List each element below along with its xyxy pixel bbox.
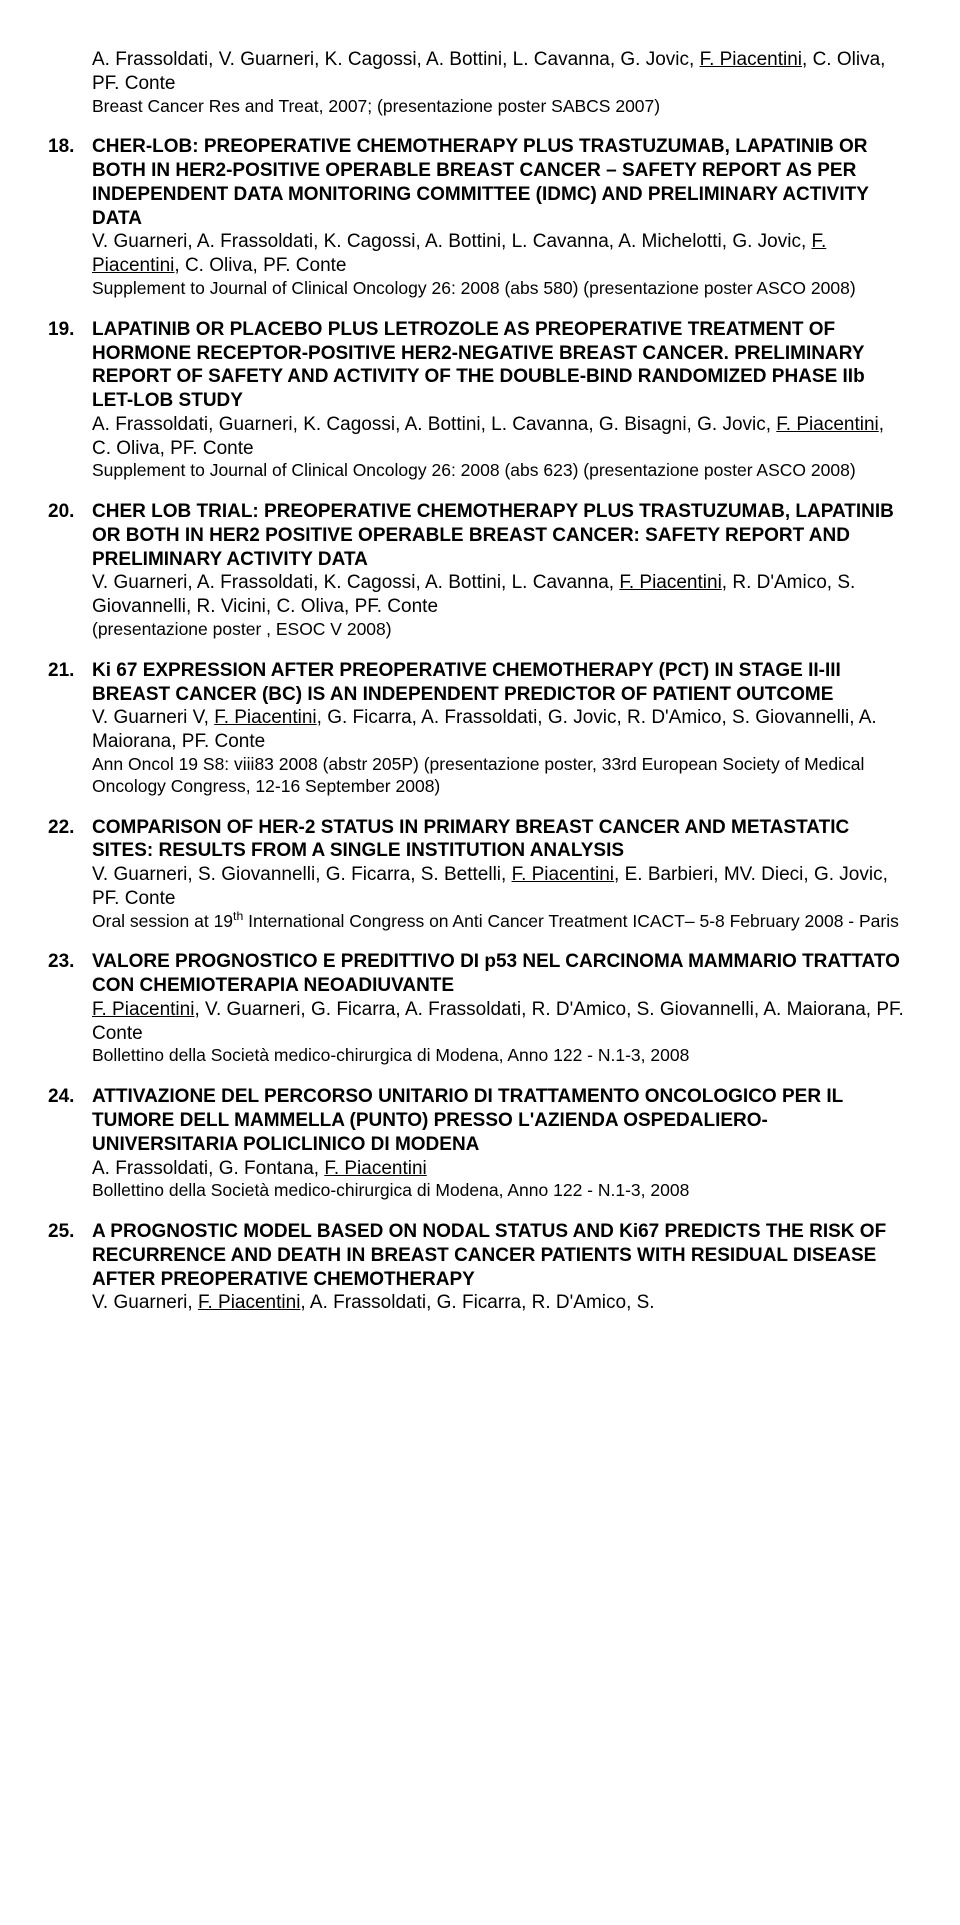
entry-header-row: 20.CHER LOB TRIAL: PREOPERATIVE CHEMOTHE… — [48, 500, 906, 571]
entry-title: LAPATINIB OR PLACEBO PLUS LETROZOLE AS P… — [92, 318, 906, 413]
publication-entry: 24.ATTIVAZIONE DEL PERCORSO UNITARIO DI … — [48, 1085, 906, 1202]
entry-title: VALORE PROGNOSTICO E PREDITTIVO DI p53 N… — [92, 950, 906, 998]
entry-content: A PROGNOSTIC MODEL BASED ON NODAL STATUS… — [92, 1220, 906, 1291]
entry-title: A PROGNOSTIC MODEL BASED ON NODAL STATUS… — [92, 1220, 906, 1291]
entry-note: Supplement to Journal of Clinical Oncolo… — [92, 278, 906, 300]
entry-content: ATTIVAZIONE DEL PERCORSO UNITARIO DI TRA… — [92, 1085, 906, 1156]
publication-entry: 22.COMPARISON OF HER-2 STATUS IN PRIMARY… — [48, 816, 906, 933]
entry-number: 19. — [48, 318, 92, 342]
entry-authors: A. Frassoldati, G. Fontana, F. Piacentin… — [92, 1157, 906, 1181]
intro-entry: A. Frassoldati, V. Guarneri, K. Cagossi,… — [48, 48, 906, 117]
entry-header-row: 21.Ki 67 EXPRESSION AFTER PREOPERATIVE C… — [48, 659, 906, 707]
entry-number: 24. — [48, 1085, 92, 1109]
entry-content: VALORE PROGNOSTICO E PREDITTIVO DI p53 N… — [92, 950, 906, 998]
entry-authors: V. Guarneri, S. Giovannelli, G. Ficarra,… — [92, 863, 906, 911]
entry-number: 18. — [48, 135, 92, 159]
entry-note: Bollettino della Società medico-chirurgi… — [92, 1180, 906, 1202]
entry-authors: V. Guarneri, F. Piacentini, A. Frassolda… — [92, 1291, 906, 1315]
entry-title: ATTIVAZIONE DEL PERCORSO UNITARIO DI TRA… — [92, 1085, 906, 1156]
entry-content: CHER LOB TRIAL: PREOPERATIVE CHEMOTHERAP… — [92, 500, 906, 571]
entry-authors: F. Piacentini, V. Guarneri, G. Ficarra, … — [92, 998, 906, 1046]
entry-title: CHER LOB TRIAL: PREOPERATIVE CHEMOTHERAP… — [92, 500, 906, 571]
entry-authors: V. Guarneri, A. Frassoldati, K. Cagossi,… — [92, 571, 906, 619]
entry-header-row: 18.CHER-LOB: PREOPERATIVE CHEMOTHERAPY P… — [48, 135, 906, 230]
entry-authors: V. Guarneri V, F. Piacentini, G. Ficarra… — [92, 706, 906, 754]
entry-title: CHER-LOB: PREOPERATIVE CHEMOTHERAPY PLUS… — [92, 135, 906, 230]
publication-list: 18.CHER-LOB: PREOPERATIVE CHEMOTHERAPY P… — [48, 135, 906, 1315]
entry-header-row: 19.LAPATINIB OR PLACEBO PLUS LETROZOLE A… — [48, 318, 906, 413]
entry-note: Ann Oncol 19 S8: viii83 2008 (abstr 205P… — [92, 754, 906, 798]
entry-note: Oral session at 19th International Congr… — [92, 911, 906, 933]
entry-authors: A. Frassoldati, Guarneri, K. Cagossi, A.… — [92, 413, 906, 461]
entry-title: COMPARISON OF HER-2 STATUS IN PRIMARY BR… — [92, 816, 906, 864]
entry-content: CHER-LOB: PREOPERATIVE CHEMOTHERAPY PLUS… — [92, 135, 906, 230]
entry-note: (presentazione poster , ESOC V 2008) — [92, 619, 906, 641]
entry-content: Ki 67 EXPRESSION AFTER PREOPERATIVE CHEM… — [92, 659, 906, 707]
entry-header-row: 24.ATTIVAZIONE DEL PERCORSO UNITARIO DI … — [48, 1085, 906, 1156]
publication-entry: 23.VALORE PROGNOSTICO E PREDITTIVO DI p5… — [48, 950, 906, 1067]
entry-note: Supplement to Journal of Clinical Oncolo… — [92, 460, 906, 482]
entry-number: 23. — [48, 950, 92, 974]
publication-entry: 25.A PROGNOSTIC MODEL BASED ON NODAL STA… — [48, 1220, 906, 1315]
entry-authors: V. Guarneri, A. Frassoldati, K. Cagossi,… — [92, 230, 906, 278]
entry-note: Bollettino della Società medico-chirurgi… — [92, 1045, 906, 1067]
publication-entry: 19.LAPATINIB OR PLACEBO PLUS LETROZOLE A… — [48, 318, 906, 482]
entry-number: 25. — [48, 1220, 92, 1244]
publication-entry: 21.Ki 67 EXPRESSION AFTER PREOPERATIVE C… — [48, 659, 906, 798]
publication-entry: 20.CHER LOB TRIAL: PREOPERATIVE CHEMOTHE… — [48, 500, 906, 641]
publication-entry: 18.CHER-LOB: PREOPERATIVE CHEMOTHERAPY P… — [48, 135, 906, 299]
entry-number: 21. — [48, 659, 92, 683]
entry-header-row: 23.VALORE PROGNOSTICO E PREDITTIVO DI p5… — [48, 950, 906, 998]
intro-note: Breast Cancer Res and Treat, 2007; (pres… — [92, 96, 906, 118]
entry-number: 20. — [48, 500, 92, 524]
entry-content: LAPATINIB OR PLACEBO PLUS LETROZOLE AS P… — [92, 318, 906, 413]
entry-content: COMPARISON OF HER-2 STATUS IN PRIMARY BR… — [92, 816, 906, 864]
entry-number: 22. — [48, 816, 92, 840]
entry-title: Ki 67 EXPRESSION AFTER PREOPERATIVE CHEM… — [92, 659, 906, 707]
entry-header-row: 25.A PROGNOSTIC MODEL BASED ON NODAL STA… — [48, 1220, 906, 1291]
entry-header-row: 22.COMPARISON OF HER-2 STATUS IN PRIMARY… — [48, 816, 906, 864]
intro-authors: A. Frassoldati, V. Guarneri, K. Cagossi,… — [92, 48, 906, 96]
